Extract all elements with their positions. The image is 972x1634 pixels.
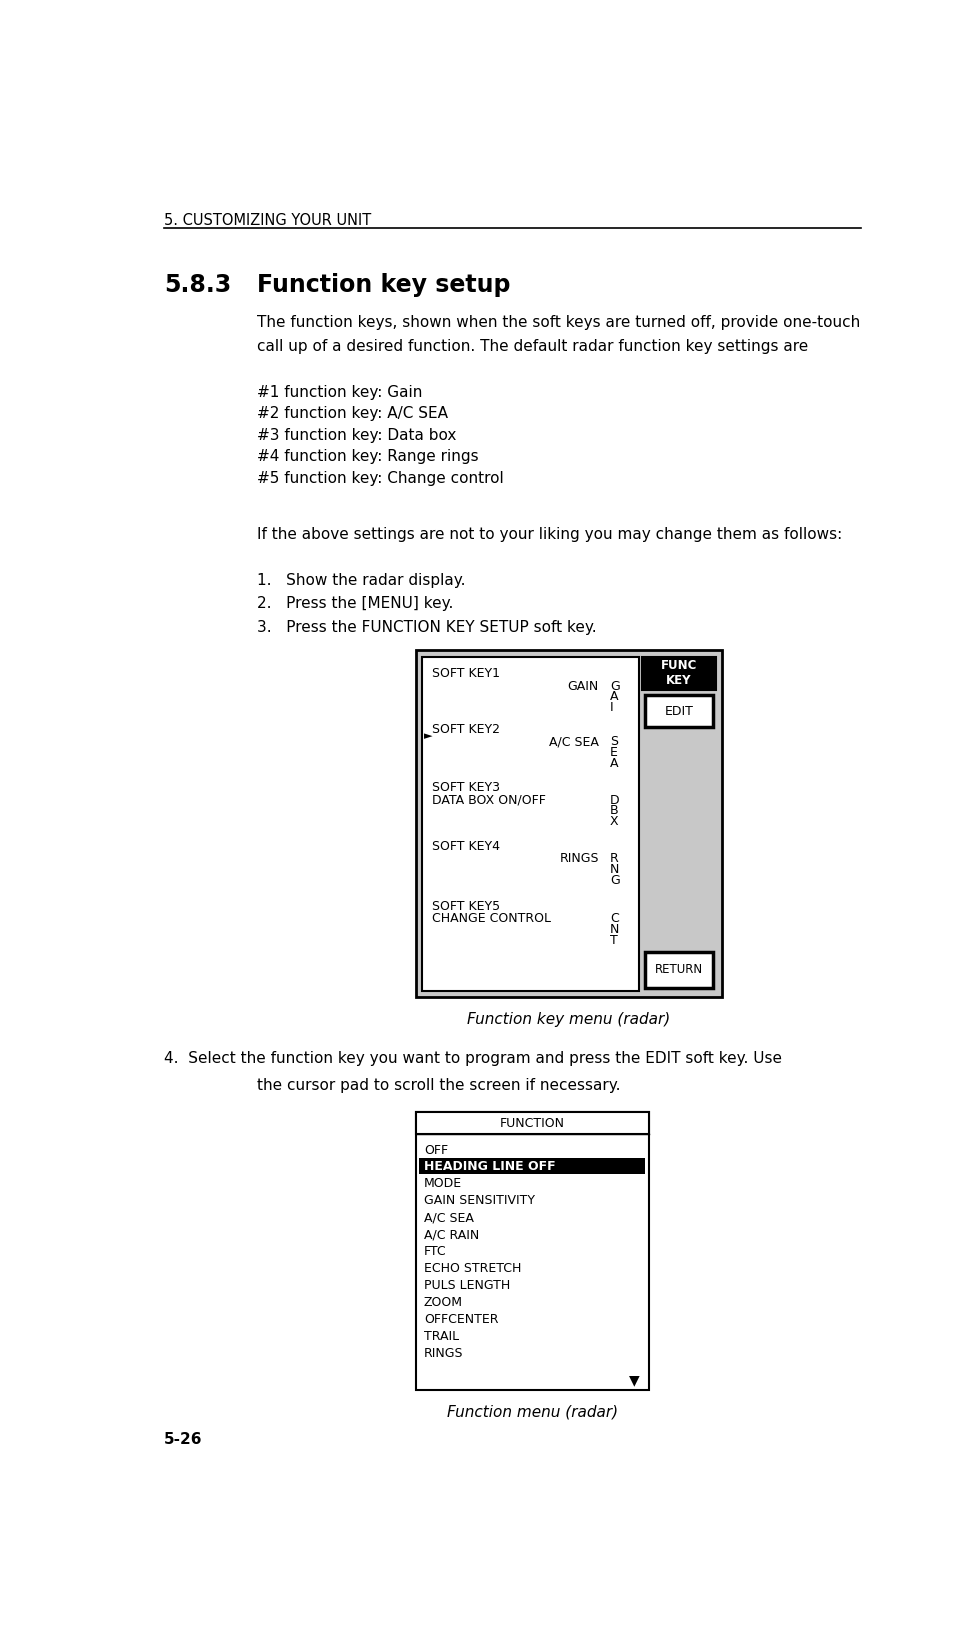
Text: RINGS: RINGS (560, 851, 599, 864)
Text: ECHO STRETCH: ECHO STRETCH (424, 1261, 521, 1275)
Text: ▼: ▼ (629, 1373, 640, 1387)
Text: SOFT KEY1: SOFT KEY1 (432, 667, 500, 680)
Text: 2.   Press the [MENU] key.: 2. Press the [MENU] key. (258, 596, 454, 611)
Text: 5.8.3: 5.8.3 (164, 273, 231, 297)
Text: C: C (609, 912, 618, 925)
Bar (416, 1113, 648, 1134)
Bar (416, 650, 722, 997)
Text: GAIN SENSITIVITY: GAIN SENSITIVITY (424, 1194, 535, 1208)
Text: A/C SEA: A/C SEA (424, 1211, 473, 1224)
Text: CHANGE CONTROL: CHANGE CONTROL (432, 912, 550, 925)
Text: B: B (609, 804, 618, 817)
Bar (422, 657, 640, 990)
Text: OFF: OFF (424, 1144, 448, 1157)
Bar (645, 953, 712, 987)
Text: RETURN: RETURN (655, 964, 703, 977)
Text: D: D (609, 794, 619, 807)
Text: the cursor pad to scroll the screen if necessary.: the cursor pad to scroll the screen if n… (258, 1078, 621, 1093)
Text: Function key setup: Function key setup (258, 273, 510, 297)
Text: 1.   Show the radar display.: 1. Show the radar display. (258, 574, 466, 588)
Text: TRAIL: TRAIL (424, 1330, 459, 1343)
Text: G: G (609, 874, 619, 887)
Text: #3 function key: Data box: #3 function key: Data box (258, 428, 457, 443)
Text: #4 function key: Range rings: #4 function key: Range rings (258, 449, 479, 464)
Text: 4.  Select the function key you want to program and press the EDIT soft key. Use: 4. Select the function key you want to p… (164, 1051, 782, 1065)
Text: DATA BOX ON/OFF: DATA BOX ON/OFF (432, 794, 545, 807)
Text: FUNC
KEY: FUNC KEY (661, 660, 697, 688)
Text: SOFT KEY3: SOFT KEY3 (432, 781, 500, 794)
Text: I: I (609, 701, 613, 714)
Text: FUNCTION: FUNCTION (500, 1116, 565, 1129)
Text: FTC: FTC (424, 1245, 446, 1258)
Text: EDIT: EDIT (665, 704, 694, 717)
Text: X: X (609, 815, 618, 828)
Text: #1 function key: Gain: #1 function key: Gain (258, 384, 423, 400)
Text: 3.   Press the FUNCTION KEY SETUP soft key.: 3. Press the FUNCTION KEY SETUP soft key… (258, 619, 597, 634)
Text: The function keys, shown when the soft keys are turned off, provide one-touch: The function keys, shown when the soft k… (258, 315, 860, 330)
Text: S: S (609, 735, 618, 748)
Text: #2 function key: A/C SEA: #2 function key: A/C SEA (258, 407, 448, 422)
Text: A: A (609, 691, 618, 703)
Text: N: N (609, 863, 619, 876)
Text: RINGS: RINGS (424, 1346, 464, 1359)
Bar (645, 694, 712, 727)
Text: #5 function key: Change control: #5 function key: Change control (258, 471, 503, 485)
Text: T: T (609, 933, 617, 946)
Text: A/C SEA: A/C SEA (549, 735, 599, 748)
Text: A/C RAIN: A/C RAIN (424, 1229, 479, 1242)
Text: GAIN: GAIN (568, 680, 599, 693)
Text: MODE: MODE (424, 1178, 462, 1191)
Text: PULS LENGTH: PULS LENGTH (424, 1279, 510, 1292)
Text: call up of a desired function. The default radar function key settings are: call up of a desired function. The defau… (258, 338, 809, 353)
Text: ZOOM: ZOOM (424, 1296, 463, 1309)
Text: 5. CUSTOMIZING YOUR UNIT: 5. CUSTOMIZING YOUR UNIT (164, 212, 371, 229)
Text: Function menu (radar): Function menu (radar) (447, 1405, 618, 1420)
Bar (419, 1159, 645, 1173)
Text: E: E (609, 745, 617, 758)
Text: Function key menu (radar): Function key menu (radar) (468, 1013, 671, 1028)
Text: G: G (609, 680, 619, 693)
Bar (642, 657, 716, 691)
Text: OFFCENTER: OFFCENTER (424, 1314, 499, 1327)
Text: If the above settings are not to your liking you may change them as follows:: If the above settings are not to your li… (258, 528, 843, 542)
Text: N: N (609, 923, 619, 936)
Text: SOFT KEY2: SOFT KEY2 (432, 722, 500, 735)
Text: SOFT KEY5: SOFT KEY5 (432, 900, 500, 913)
Text: 5-26: 5-26 (164, 1431, 202, 1448)
Text: HEADING LINE OFF: HEADING LINE OFF (424, 1160, 555, 1173)
Text: R: R (609, 851, 618, 864)
Text: SOFT KEY4: SOFT KEY4 (432, 840, 500, 853)
Bar (416, 1113, 648, 1389)
Text: A: A (609, 757, 618, 770)
Text: ►: ► (424, 732, 433, 742)
